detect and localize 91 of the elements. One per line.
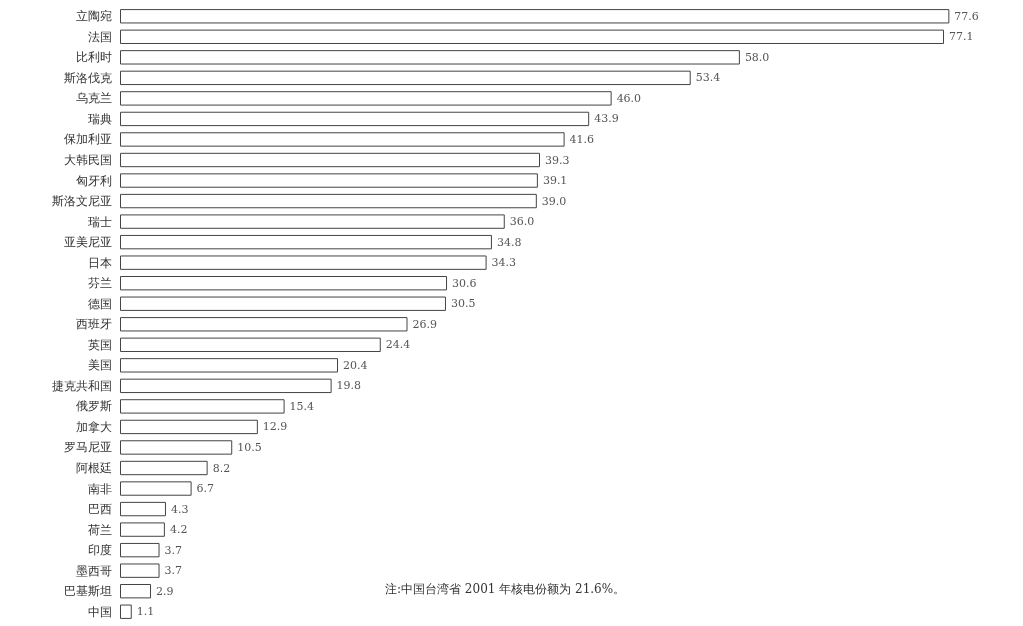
y-tick-label: 大韩民国 (64, 153, 112, 167)
y-tick-label: 印度 (88, 543, 112, 558)
data-label: 30.5 (450, 297, 476, 311)
data-label: 1.1 (136, 605, 155, 619)
y-tick-label: 荷兰 (88, 522, 112, 537)
bar (120, 563, 160, 578)
y-tick-label: 亚美尼亚 (64, 235, 112, 250)
bar (120, 440, 233, 455)
bar (120, 481, 192, 496)
y-tick-label: 斯洛伐克 (64, 70, 112, 85)
data-label: 46.0 (616, 91, 642, 105)
data-label: 8.2 (212, 461, 231, 475)
bar (120, 378, 332, 394)
y-tick-label: 德国 (88, 296, 112, 311)
bar (120, 173, 538, 188)
annotation: 注:中国台湾省 2001 年核电份额为 21.6%。 (385, 582, 626, 596)
bar (120, 234, 492, 250)
data-label: 34.8 (496, 235, 522, 249)
y-tick-label: 阿根廷 (76, 461, 112, 475)
bar (120, 460, 208, 476)
bar (120, 542, 160, 558)
data-label: 77.1 (949, 30, 974, 44)
y-tick-label: 西班牙 (76, 317, 112, 332)
bar (120, 70, 691, 86)
data-label: 41.6 (569, 132, 595, 146)
bar (120, 337, 381, 352)
data-label: 58.0 (744, 50, 770, 64)
bar (120, 50, 740, 65)
data-label: 6.7 (196, 482, 215, 496)
bar (120, 501, 166, 517)
y-tick-label: 墨西哥 (76, 563, 112, 578)
data-label: 4.2 (169, 523, 188, 537)
data-label: 10.5 (237, 440, 262, 454)
bar (120, 419, 258, 435)
y-tick-label: 日本 (88, 255, 112, 270)
data-label: 3.7 (164, 564, 183, 578)
y-tick-label: 南非 (88, 481, 112, 496)
y-tick-label: 加拿大 (76, 419, 112, 434)
data-label: 20.4 (343, 358, 368, 372)
data-label: 30.6 (452, 276, 477, 290)
data-label: 53.4 (695, 71, 721, 85)
y-tick-label: 斯洛文尼亚 (52, 194, 112, 209)
bar (120, 276, 448, 291)
y-tick-label: 捷克共和国 (52, 378, 112, 393)
bar (120, 317, 408, 332)
y-tick-label: 立陶宛 (76, 9, 112, 24)
data-label: 43.9 (594, 112, 619, 126)
bar (120, 214, 505, 229)
y-tick-label: 保加利亚 (64, 132, 112, 147)
data-label: 19.8 (336, 379, 362, 393)
data-label: 15.4 (289, 399, 315, 413)
bar (120, 358, 339, 373)
y-tick-label: 中国 (88, 604, 112, 619)
bar (120, 399, 285, 414)
data-label: 39.0 (541, 194, 567, 208)
bar (120, 193, 537, 209)
y-tick-label: 俄罗斯 (76, 399, 112, 414)
bar (120, 91, 612, 106)
bar (120, 152, 541, 168)
data-label: 4.3 (170, 502, 189, 516)
data-label: 12.9 (262, 420, 288, 434)
bar (120, 296, 446, 311)
data-label: 77.6 (954, 9, 979, 23)
data-label: 34.3 (491, 256, 517, 270)
bar (120, 584, 151, 599)
bar (120, 29, 945, 44)
y-tick-label: 美国 (88, 358, 112, 373)
y-tick-label: 匈牙利 (76, 173, 112, 188)
bar (120, 522, 165, 537)
data-label: 24.4 (385, 338, 411, 352)
bar (120, 255, 487, 270)
bar (120, 9, 950, 24)
data-label: 2.9 (155, 584, 174, 598)
y-tick-label: 比利时 (76, 50, 112, 65)
y-tick-label: 法国 (88, 29, 112, 44)
bar (120, 111, 590, 127)
y-tick-label: 巴西 (88, 502, 112, 517)
data-label: 26.9 (412, 317, 437, 331)
y-tick-label: 罗马尼亚 (64, 440, 112, 455)
y-tick-label: 巴基斯坦 (64, 584, 112, 599)
bar (120, 132, 565, 147)
y-tick-label: 瑞士 (88, 214, 112, 229)
y-tick-label: 英国 (88, 337, 112, 352)
data-label: 3.7 (164, 543, 183, 557)
data-label: 39.1 (542, 174, 568, 188)
y-tick-label: 乌克兰 (76, 91, 112, 106)
y-tick-label: 芬兰 (88, 276, 112, 291)
data-label: 36.0 (509, 215, 535, 229)
bar (120, 604, 132, 619)
y-tick-label: 瑞典 (88, 111, 112, 126)
data-label: 39.3 (545, 153, 570, 167)
